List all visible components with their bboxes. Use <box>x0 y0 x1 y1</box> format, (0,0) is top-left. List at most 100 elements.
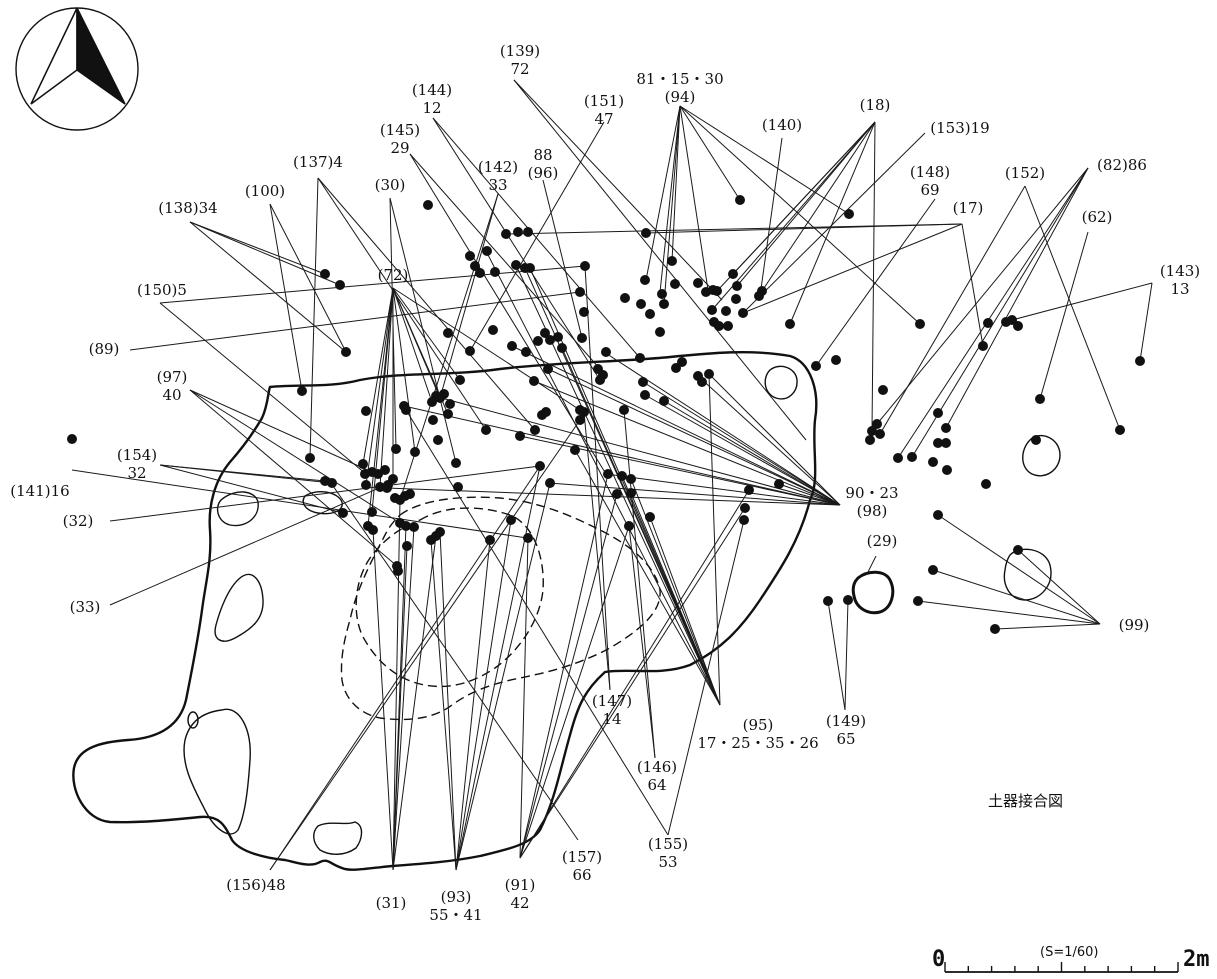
sherd-point <box>915 319 925 329</box>
label-100: (100) <box>245 182 285 200</box>
sherd-point <box>707 305 717 315</box>
sherd-point <box>872 419 882 429</box>
refit-line <box>945 167 1089 429</box>
sherd-point <box>361 480 371 490</box>
label-152: (152) <box>1005 164 1045 182</box>
sherd-point <box>635 353 645 363</box>
refit-line <box>159 265 586 304</box>
refit-line <box>708 373 841 506</box>
sherd-point <box>1013 321 1023 331</box>
sherd-point <box>511 260 521 270</box>
sherd-point <box>941 438 951 448</box>
refit-line <box>439 193 499 399</box>
refit-line <box>732 121 876 275</box>
sherd-point <box>428 415 438 425</box>
sherd-point <box>410 447 420 457</box>
refit-line <box>189 389 401 524</box>
refit-line <box>628 525 656 759</box>
sherd-point <box>928 565 938 575</box>
sherd-point <box>612 489 622 499</box>
refit-line <box>789 121 876 325</box>
refit-line <box>430 539 457 871</box>
refit-line <box>542 179 583 339</box>
label-97: (97) 40 <box>157 368 188 404</box>
refit-line <box>519 473 609 859</box>
label-140: (140) <box>762 116 802 134</box>
label-32: (32) <box>63 512 94 530</box>
refit-line <box>574 449 721 706</box>
sherd-point <box>423 200 433 210</box>
refit-line <box>547 368 841 506</box>
label-157: (157) 66 <box>562 848 602 884</box>
refit-line <box>645 105 681 281</box>
sherd-point <box>391 444 401 454</box>
sherd-point <box>933 510 943 520</box>
sherd-point <box>811 361 821 371</box>
sherd-point <box>335 280 345 290</box>
sherd-point <box>823 596 833 606</box>
refit-line <box>879 185 1026 435</box>
refit-line <box>659 105 681 293</box>
refit-line <box>663 400 841 506</box>
refit-line <box>317 177 536 431</box>
sherd-point <box>453 482 463 492</box>
sherd-point <box>485 535 495 545</box>
refit-line <box>708 373 721 706</box>
label-145: (145) 29 <box>380 121 420 157</box>
sherd-point <box>978 341 988 351</box>
refit-line <box>759 137 783 297</box>
sherd-point <box>693 278 703 288</box>
sherd-point <box>475 268 485 278</box>
refit-line <box>630 492 721 706</box>
pit-outline <box>72 350 818 871</box>
sherd-point <box>435 393 445 403</box>
refit-line <box>485 250 721 706</box>
sherd-point <box>402 541 412 551</box>
sherd-point <box>754 291 764 301</box>
sherd-point <box>327 478 337 488</box>
sherd-point <box>603 469 613 479</box>
label-33: (33) <box>70 598 101 616</box>
sherd-point <box>443 328 453 338</box>
sherd-point <box>320 269 330 279</box>
refit-line <box>679 105 741 201</box>
label-72: (72) <box>378 266 409 284</box>
sherd-point <box>645 309 655 319</box>
sherd-point <box>640 275 650 285</box>
sherd-point <box>541 407 551 417</box>
refit-line <box>455 482 551 871</box>
sherd-point <box>640 390 650 400</box>
sherd-point <box>393 566 403 576</box>
refit-line <box>519 507 746 859</box>
label-93: (93) 55・41 <box>429 888 482 924</box>
sherd-point <box>1031 435 1041 445</box>
refit-line <box>513 79 723 301</box>
refit-line <box>519 537 529 859</box>
sherd-point <box>655 327 665 337</box>
refit-line <box>937 514 1101 625</box>
sherd-point <box>488 325 498 335</box>
refit-labels: (139) 72 81・15・30 (94) (144) 12 (151) 47 (18) (14… <box>10 42 1200 924</box>
refit-line <box>309 177 319 459</box>
sherd-point <box>619 405 629 415</box>
label-89: (89) <box>89 340 120 358</box>
refit-line <box>330 482 579 841</box>
sherd-point <box>697 377 707 387</box>
sherd-point <box>981 479 991 489</box>
refit-line <box>519 493 618 859</box>
sherd-point <box>738 308 748 318</box>
refit-line <box>269 203 347 353</box>
sherd-point <box>843 595 853 605</box>
sherd-point <box>659 299 669 309</box>
sherd-point <box>641 228 651 238</box>
refit-line <box>1024 185 1121 431</box>
refit-line <box>109 484 387 606</box>
sherd-point <box>657 289 667 299</box>
sherd-point <box>785 319 795 329</box>
sherd-point <box>670 279 680 289</box>
sherd-point <box>865 435 875 445</box>
sherd-point <box>545 478 555 488</box>
sherd-point <box>620 293 630 303</box>
refit-line <box>603 351 841 506</box>
sherd-point <box>983 318 993 328</box>
